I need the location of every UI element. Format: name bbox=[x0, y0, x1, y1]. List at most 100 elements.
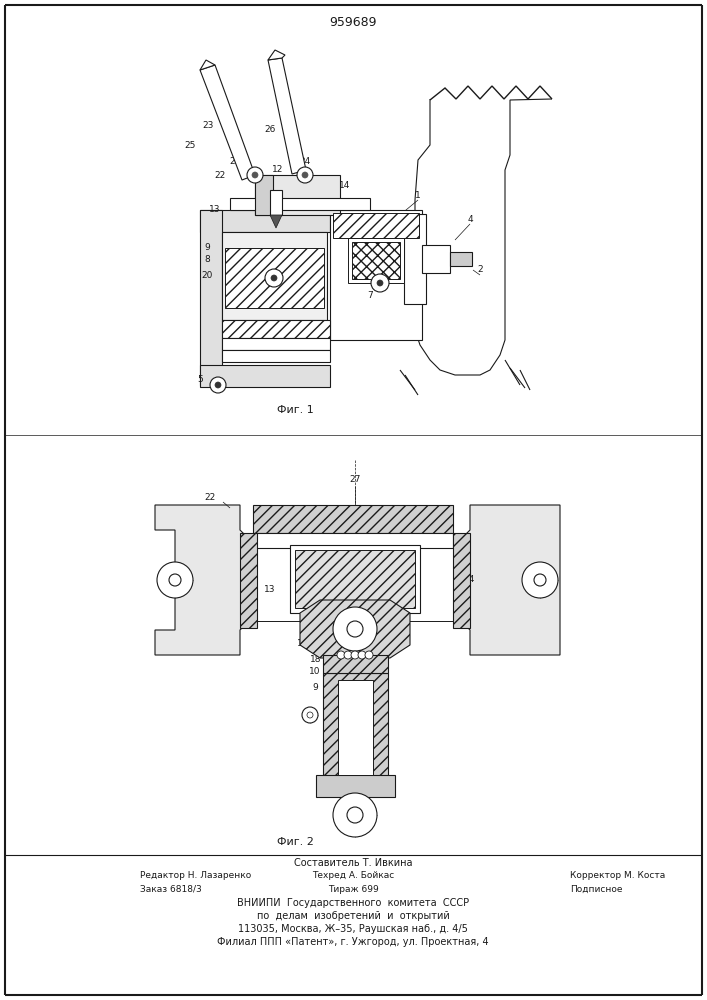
Circle shape bbox=[365, 651, 373, 659]
Polygon shape bbox=[222, 350, 330, 362]
Polygon shape bbox=[253, 533, 453, 548]
Polygon shape bbox=[338, 680, 373, 775]
Polygon shape bbox=[422, 245, 450, 273]
Polygon shape bbox=[270, 215, 282, 228]
Polygon shape bbox=[253, 505, 453, 533]
Circle shape bbox=[157, 562, 193, 598]
Text: 15: 15 bbox=[356, 634, 368, 643]
Text: Составитель Т. Ивкина: Составитель Т. Ивкина bbox=[293, 858, 412, 868]
Text: 10: 10 bbox=[309, 668, 321, 676]
Polygon shape bbox=[200, 65, 255, 180]
Text: 16: 16 bbox=[346, 646, 358, 654]
Polygon shape bbox=[300, 600, 410, 658]
Circle shape bbox=[252, 172, 258, 178]
Text: 12: 12 bbox=[272, 165, 284, 174]
Text: 19: 19 bbox=[354, 656, 366, 664]
Polygon shape bbox=[255, 175, 273, 215]
Text: 21: 21 bbox=[229, 157, 240, 166]
Polygon shape bbox=[404, 214, 426, 304]
Polygon shape bbox=[200, 60, 215, 70]
Circle shape bbox=[377, 280, 383, 286]
Polygon shape bbox=[323, 655, 388, 673]
Text: 4: 4 bbox=[467, 216, 473, 225]
Text: 23: 23 bbox=[202, 120, 214, 129]
Circle shape bbox=[347, 621, 363, 637]
Polygon shape bbox=[323, 673, 388, 778]
Polygon shape bbox=[155, 505, 250, 655]
Polygon shape bbox=[352, 242, 400, 279]
Text: 113035, Москва, Ж–35, Раушская наб., д. 4/5: 113035, Москва, Ж–35, Раушская наб., д. … bbox=[238, 924, 468, 934]
Text: Тираж 699: Тираж 699 bbox=[327, 884, 378, 894]
Circle shape bbox=[333, 793, 377, 837]
Text: 959689: 959689 bbox=[329, 15, 377, 28]
Text: ВНИИПИ  Государственного  комитета  СССР: ВНИИПИ Государственного комитета СССР bbox=[237, 898, 469, 908]
Circle shape bbox=[247, 167, 263, 183]
Polygon shape bbox=[295, 550, 415, 608]
Polygon shape bbox=[200, 210, 330, 232]
Text: 7: 7 bbox=[367, 290, 373, 300]
Polygon shape bbox=[200, 365, 330, 387]
Text: 1: 1 bbox=[415, 190, 421, 200]
Text: по  делам  изобретений  и  открытий: по делам изобретений и открытий bbox=[257, 911, 450, 921]
Polygon shape bbox=[222, 320, 330, 338]
Text: 14: 14 bbox=[464, 576, 476, 584]
Text: 25: 25 bbox=[185, 140, 196, 149]
Text: 13: 13 bbox=[209, 206, 221, 215]
Text: 22: 22 bbox=[204, 493, 216, 502]
Circle shape bbox=[297, 167, 313, 183]
Polygon shape bbox=[330, 210, 422, 340]
Circle shape bbox=[302, 172, 308, 178]
Text: Фиг. 2: Фиг. 2 bbox=[276, 837, 313, 847]
Text: Подписное: Подписное bbox=[570, 884, 622, 894]
Circle shape bbox=[210, 377, 226, 393]
Circle shape bbox=[522, 562, 558, 598]
Polygon shape bbox=[270, 190, 282, 215]
Circle shape bbox=[333, 607, 377, 651]
Polygon shape bbox=[290, 545, 420, 613]
Text: 20: 20 bbox=[201, 270, 213, 279]
Polygon shape bbox=[225, 248, 324, 308]
Polygon shape bbox=[268, 50, 285, 60]
Text: 6: 6 bbox=[284, 340, 290, 350]
Circle shape bbox=[302, 707, 318, 723]
Text: 3: 3 bbox=[297, 351, 303, 360]
Text: 17: 17 bbox=[334, 660, 346, 670]
Text: 9: 9 bbox=[312, 684, 318, 692]
Text: 11: 11 bbox=[316, 578, 328, 586]
Circle shape bbox=[351, 651, 359, 659]
Text: 5: 5 bbox=[197, 375, 203, 384]
Text: 10: 10 bbox=[325, 666, 336, 674]
Circle shape bbox=[169, 574, 181, 586]
Polygon shape bbox=[316, 775, 395, 797]
Polygon shape bbox=[255, 175, 340, 215]
Circle shape bbox=[265, 269, 283, 287]
Circle shape bbox=[215, 382, 221, 388]
Text: Заказ 6818/3: Заказ 6818/3 bbox=[140, 884, 201, 894]
Text: 22: 22 bbox=[214, 170, 226, 180]
Polygon shape bbox=[348, 238, 404, 283]
Polygon shape bbox=[222, 232, 327, 320]
Circle shape bbox=[358, 651, 366, 659]
Text: 2: 2 bbox=[477, 265, 483, 274]
Circle shape bbox=[347, 807, 363, 823]
Polygon shape bbox=[230, 198, 370, 210]
Text: 8: 8 bbox=[204, 255, 210, 264]
Text: 24: 24 bbox=[299, 157, 310, 166]
Polygon shape bbox=[460, 505, 560, 655]
Text: Техред А. Бойкас: Техред А. Бойкас bbox=[312, 871, 394, 880]
Text: Филиал ППП «Патент», г. Ужгород, ул. Проектная, 4: Филиал ППП «Патент», г. Ужгород, ул. Про… bbox=[217, 937, 489, 947]
Text: 11: 11 bbox=[304, 585, 316, 594]
Text: 27: 27 bbox=[349, 476, 361, 485]
Polygon shape bbox=[240, 533, 257, 628]
Circle shape bbox=[534, 574, 546, 586]
Text: 14: 14 bbox=[339, 180, 351, 190]
Text: 11: 11 bbox=[292, 593, 304, 602]
Text: Корректор М. Коста: Корректор М. Коста bbox=[570, 871, 665, 880]
Circle shape bbox=[307, 712, 313, 718]
Text: Фиг. 1: Фиг. 1 bbox=[276, 405, 313, 415]
Polygon shape bbox=[333, 213, 419, 238]
Circle shape bbox=[371, 274, 389, 292]
Text: 9: 9 bbox=[204, 243, 210, 252]
Polygon shape bbox=[257, 540, 453, 621]
Text: Редактор Н. Лазаренко: Редактор Н. Лазаренко bbox=[140, 871, 251, 880]
